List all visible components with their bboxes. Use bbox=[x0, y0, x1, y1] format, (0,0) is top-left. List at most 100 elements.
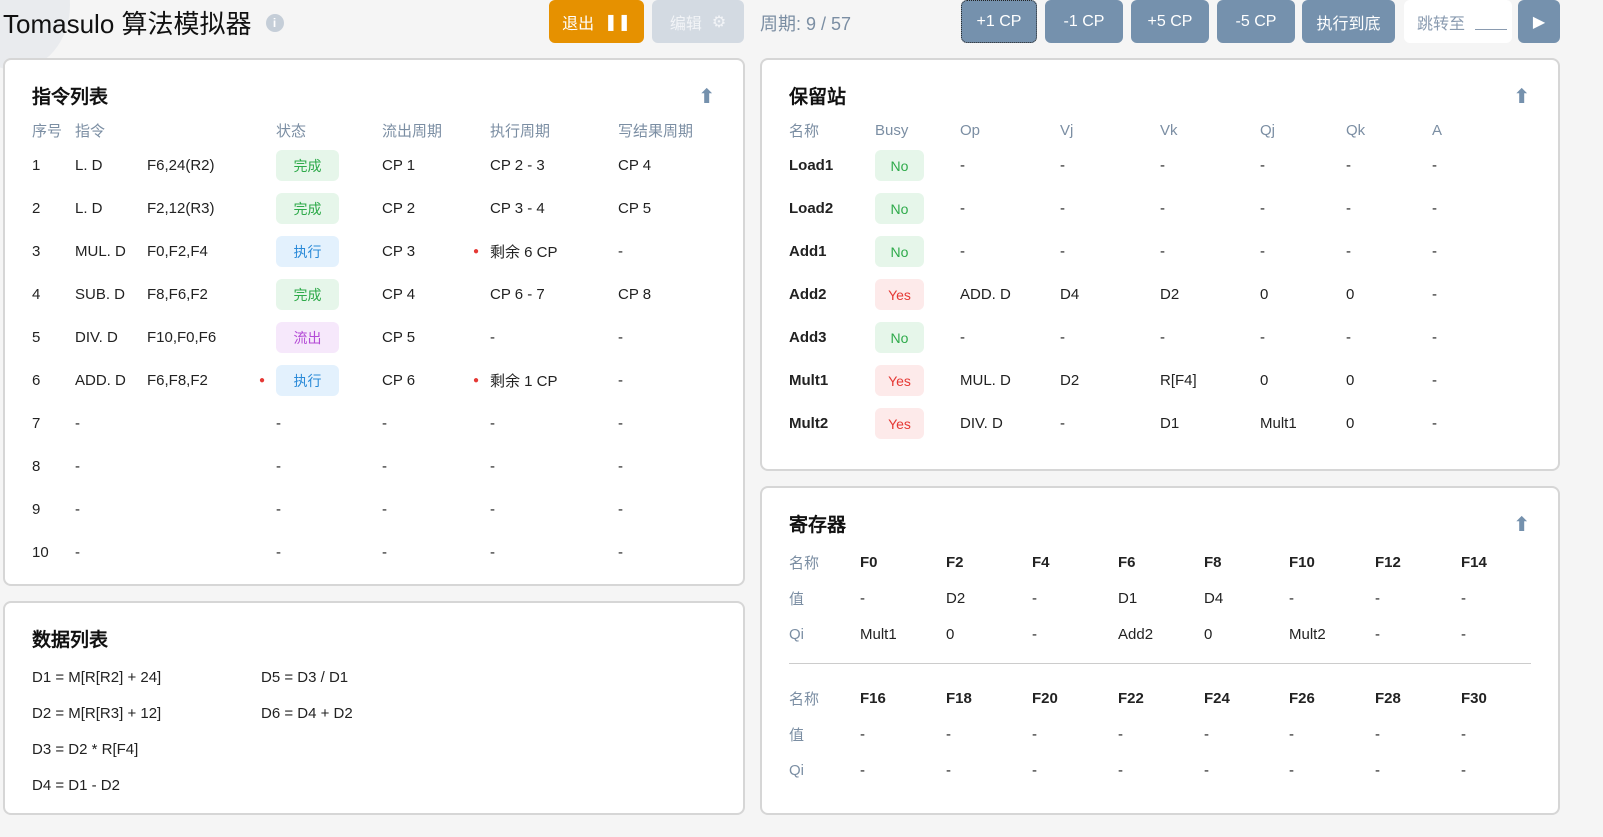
register-name: F16 bbox=[860, 689, 886, 707]
register-name: F12 bbox=[1375, 553, 1401, 571]
instruction-op: SUB. D bbox=[75, 285, 126, 303]
instruction-args: F6,24(R2) bbox=[147, 156, 215, 174]
step-plus5-button[interactable]: +5 CP bbox=[1131, 0, 1209, 43]
data-item: D4 = D1 - D2 bbox=[32, 776, 120, 794]
register-cell: - bbox=[860, 761, 865, 779]
step-minus5-button[interactable]: -5 CP bbox=[1217, 0, 1295, 43]
write-cycle: CP 8 bbox=[618, 285, 652, 303]
station-row: Load1 No - - - - - - bbox=[762, 150, 1558, 181]
station-row: Add3 No - - - - - - bbox=[762, 322, 1558, 353]
info-icon[interactable]: i bbox=[265, 13, 284, 32]
register-cell: D1 bbox=[1118, 589, 1138, 607]
register-cell: - bbox=[1032, 625, 1037, 643]
cycle-counter: 周期: 9 / 57 bbox=[760, 14, 852, 34]
header-cell: 执行周期 bbox=[490, 122, 551, 140]
station-cell: - bbox=[960, 328, 965, 346]
instruction-args: F6,F8,F2 bbox=[147, 371, 208, 389]
station-name: Load2 bbox=[789, 199, 834, 217]
station-cell: R[F4] bbox=[1160, 371, 1197, 389]
step-minus1-button[interactable]: -1 CP bbox=[1045, 0, 1123, 43]
jump-input[interactable] bbox=[1475, 13, 1508, 30]
register-panel: 寄存器 ⬆ 名称 F0 F2 F4 F6 F8 F10 F12 F14 值 - D2- D1 D4- - - Q… bbox=[760, 486, 1560, 815]
exec-dot-icon: ● bbox=[473, 245, 480, 257]
station-cell: D2 bbox=[1160, 285, 1180, 303]
register-row: 名称 F0 F2 F4 F6 F8 F10 F12 F14 bbox=[762, 547, 1558, 577]
register-cell: - bbox=[1461, 725, 1466, 743]
station-cell: D1 bbox=[1160, 414, 1180, 432]
table-header: 名称 Busy Op Vj Vk Qj Qk A bbox=[762, 115, 1558, 145]
table-row: 10 - - - - - bbox=[5, 537, 743, 567]
busy-badge: No bbox=[875, 236, 924, 267]
issue-cycle: - bbox=[382, 414, 387, 432]
station-cell: - bbox=[1432, 371, 1437, 389]
busy-badge: Yes bbox=[875, 279, 924, 310]
station-cell: - bbox=[1260, 242, 1265, 260]
register-cell: - bbox=[860, 589, 865, 607]
station-cell: - bbox=[1160, 199, 1165, 217]
status-badge: 完成 bbox=[276, 150, 339, 181]
station-cell: ADD. D bbox=[960, 285, 1011, 303]
register-row: 值 - D2 - D1 D4 - - - bbox=[762, 583, 1558, 613]
instruction-op: ADD. D bbox=[75, 371, 126, 389]
register-cell: - bbox=[1118, 761, 1123, 779]
station-cell: - bbox=[1432, 199, 1437, 217]
register-name: F6 bbox=[1118, 553, 1136, 571]
register-cell: 0 bbox=[1204, 625, 1213, 643]
station-cell: - bbox=[1432, 414, 1437, 432]
jump-go-button[interactable]: ▶ bbox=[1518, 0, 1560, 43]
station-cell: - bbox=[1060, 242, 1065, 260]
step-plus1-button[interactable]: +1 CP bbox=[961, 0, 1037, 43]
table-row: 4 SUB. D F8,F6,F2 完成 CP 4 CP 6 - 7 CP 8 bbox=[5, 279, 743, 310]
header-cell: 指令 bbox=[75, 122, 106, 140]
station-cell: 0 bbox=[1346, 285, 1355, 303]
status-text: - bbox=[276, 414, 281, 432]
register-cell: - bbox=[1289, 589, 1294, 607]
station-cell: 0 bbox=[1346, 414, 1355, 432]
register-name: F0 bbox=[860, 553, 878, 571]
exec-cycle: - bbox=[490, 543, 495, 561]
arrow-up-icon[interactable]: ⬆ bbox=[1513, 86, 1530, 108]
run-to-end-button[interactable]: 执行到底 bbox=[1302, 0, 1395, 43]
exec-cycle: - bbox=[490, 414, 495, 432]
status-badge: 完成 bbox=[276, 279, 339, 310]
row-index: 1 bbox=[32, 156, 41, 174]
station-cell: - bbox=[1060, 199, 1065, 217]
register-row: 值-------- bbox=[762, 719, 1558, 749]
exit-button[interactable]: 退出 ❚❚ bbox=[549, 0, 644, 43]
exec-cycle: 剩余 1 CP bbox=[490, 372, 558, 390]
row-label: 值 bbox=[789, 726, 805, 744]
station-row: Add2 Yes ADD. D D4 D2 0 0 - bbox=[762, 279, 1558, 310]
register-cell: Mult1 bbox=[860, 625, 897, 643]
register-name: F18 bbox=[946, 689, 972, 707]
row-index: 5 bbox=[32, 328, 41, 346]
panel-title: 数据列表 bbox=[32, 630, 109, 651]
header-cell: Qk bbox=[1346, 121, 1366, 139]
header-cell: Vk bbox=[1160, 121, 1178, 139]
station-cell: - bbox=[1432, 328, 1437, 346]
write-cycle: - bbox=[618, 328, 623, 346]
register-cell: - bbox=[1461, 625, 1466, 643]
write-cycle: - bbox=[618, 414, 623, 432]
register-cell: D4 bbox=[1204, 589, 1224, 607]
arrow-up-icon[interactable]: ⬆ bbox=[1513, 514, 1530, 536]
data-item: D1 = M[R[R2] + 24] bbox=[32, 668, 162, 686]
status-text: - bbox=[276, 500, 281, 518]
app-title: Tomasulo 算法模拟器 i bbox=[3, 4, 284, 41]
register-cell: - bbox=[1375, 625, 1380, 643]
write-cycle: - bbox=[618, 457, 623, 475]
header-cell: Busy bbox=[875, 121, 909, 139]
table-row: 6 ADD. D F6,F8,F2 执行 ● CP 6 剩余 1 CP ● - bbox=[5, 365, 743, 396]
instruction-op: DIV. D bbox=[75, 328, 118, 346]
status-dot-icon: ● bbox=[259, 374, 266, 386]
register-name: F8 bbox=[1204, 553, 1222, 571]
station-name: Load1 bbox=[789, 156, 834, 174]
station-cell: - bbox=[960, 242, 965, 260]
row-label: Qi bbox=[789, 761, 804, 779]
edit-button[interactable]: 编辑 ⚙ bbox=[652, 0, 744, 43]
header-cell: 名称 bbox=[789, 122, 820, 140]
exec-cycle: CP 3 - 4 bbox=[490, 199, 545, 217]
issue-cycle: CP 2 bbox=[382, 199, 416, 217]
station-name: Add1 bbox=[789, 242, 827, 260]
arrow-up-icon[interactable]: ⬆ bbox=[698, 86, 715, 108]
station-cell: - bbox=[1346, 199, 1351, 217]
